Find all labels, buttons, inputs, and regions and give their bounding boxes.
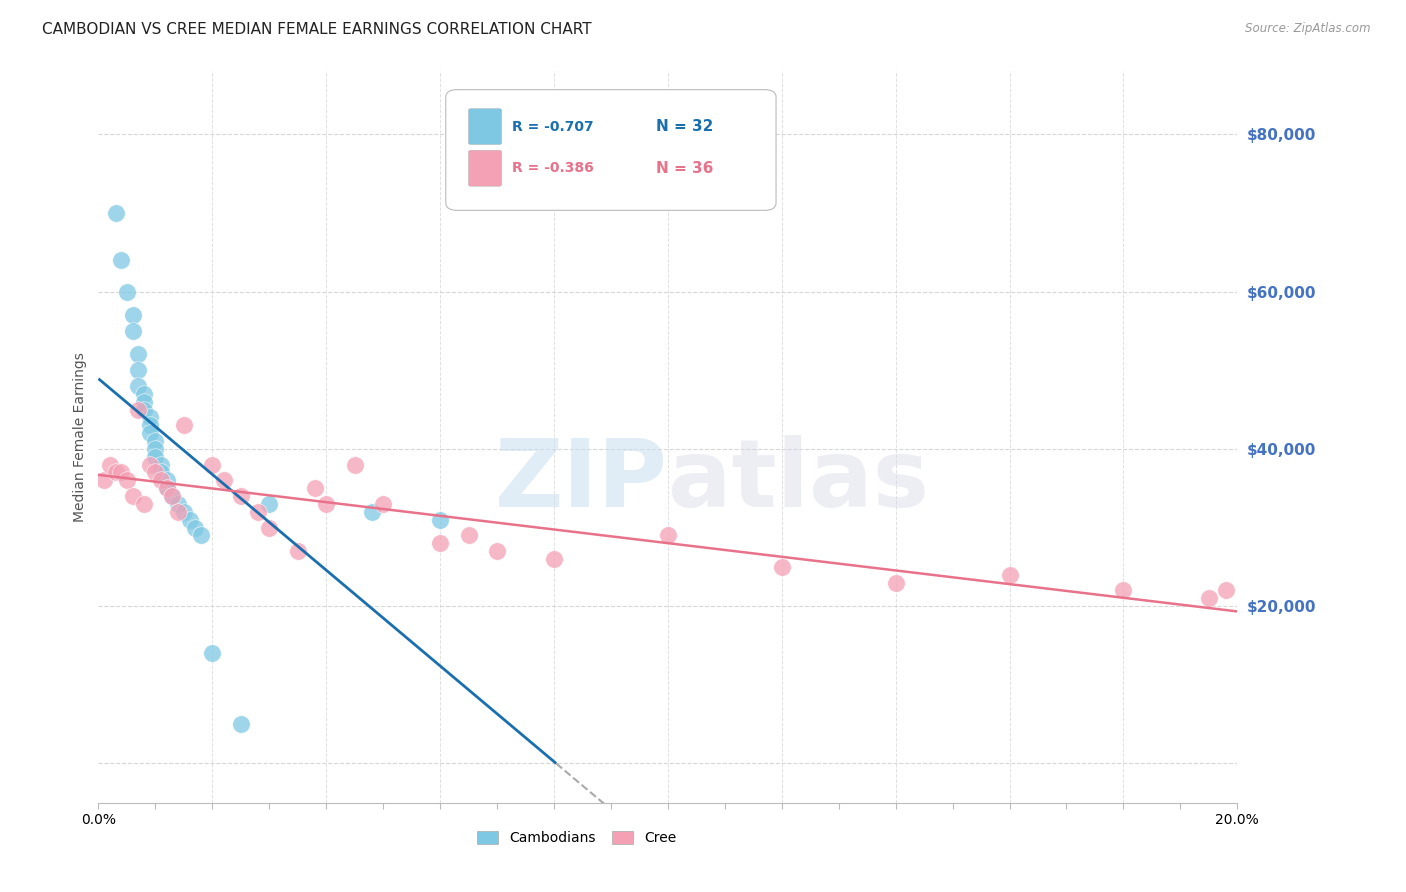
Point — [343, 458, 366, 472]
Text: ZIP: ZIP — [495, 435, 668, 527]
Point — [115, 285, 138, 299]
Point — [93, 473, 115, 487]
Point — [201, 646, 224, 660]
Text: CAMBODIAN VS CREE MEDIAN FEMALE EARNINGS CORRELATION CHART: CAMBODIAN VS CREE MEDIAN FEMALE EARNINGS… — [42, 22, 592, 37]
Point — [429, 513, 451, 527]
Point — [457, 528, 479, 542]
Legend: Cambodians, Cree: Cambodians, Cree — [471, 825, 682, 851]
Point — [229, 717, 252, 731]
Point — [110, 466, 132, 480]
Point — [167, 505, 190, 519]
Point — [132, 387, 155, 401]
FancyBboxPatch shape — [446, 90, 776, 211]
Text: N = 36: N = 36 — [657, 161, 714, 176]
Point — [127, 379, 149, 393]
Point — [190, 528, 212, 542]
Point — [1215, 583, 1237, 598]
Point — [132, 497, 155, 511]
Point — [127, 363, 149, 377]
Point — [138, 410, 160, 425]
FancyBboxPatch shape — [468, 151, 502, 186]
Point — [246, 505, 269, 519]
Point — [138, 426, 160, 441]
Point — [998, 567, 1021, 582]
Point — [98, 458, 121, 472]
Point — [127, 347, 149, 361]
Point — [138, 418, 160, 433]
Point — [138, 458, 160, 472]
Point — [145, 442, 167, 456]
Point — [104, 206, 127, 220]
Point — [132, 402, 155, 417]
Point — [259, 520, 281, 534]
Point — [173, 418, 195, 433]
Point — [110, 253, 132, 268]
Point — [259, 497, 281, 511]
Point — [121, 489, 143, 503]
Point — [429, 536, 451, 550]
Point — [156, 481, 179, 495]
Point — [1198, 591, 1220, 606]
Point — [121, 324, 143, 338]
FancyBboxPatch shape — [468, 109, 502, 145]
Point — [179, 513, 201, 527]
Point — [132, 394, 155, 409]
Point — [115, 473, 138, 487]
Point — [150, 458, 173, 472]
Point — [173, 505, 195, 519]
Point — [156, 473, 179, 487]
Point — [145, 450, 167, 464]
Text: N = 32: N = 32 — [657, 120, 714, 134]
Text: R = -0.386: R = -0.386 — [512, 161, 593, 175]
Y-axis label: Median Female Earnings: Median Female Earnings — [73, 352, 87, 522]
Point — [145, 466, 167, 480]
Point — [360, 505, 382, 519]
Point — [121, 308, 143, 322]
Point — [201, 458, 224, 472]
Point — [373, 497, 395, 511]
Point — [1112, 583, 1135, 598]
Point — [543, 552, 565, 566]
Text: atlas: atlas — [668, 435, 929, 527]
Point — [657, 528, 679, 542]
Point — [770, 559, 793, 574]
Point — [156, 481, 179, 495]
Text: R = -0.707: R = -0.707 — [512, 120, 593, 134]
Point — [150, 466, 173, 480]
Point — [315, 497, 337, 511]
Point — [486, 544, 509, 558]
Point — [104, 466, 127, 480]
Point — [162, 489, 184, 503]
Text: Source: ZipAtlas.com: Source: ZipAtlas.com — [1246, 22, 1371, 36]
Point — [127, 402, 149, 417]
Point — [212, 473, 235, 487]
Point — [145, 434, 167, 448]
Point — [184, 520, 207, 534]
Point — [167, 497, 190, 511]
Point — [162, 489, 184, 503]
Point — [884, 575, 907, 590]
Point — [229, 489, 252, 503]
Point — [287, 544, 309, 558]
Point — [150, 473, 173, 487]
Point — [304, 481, 326, 495]
